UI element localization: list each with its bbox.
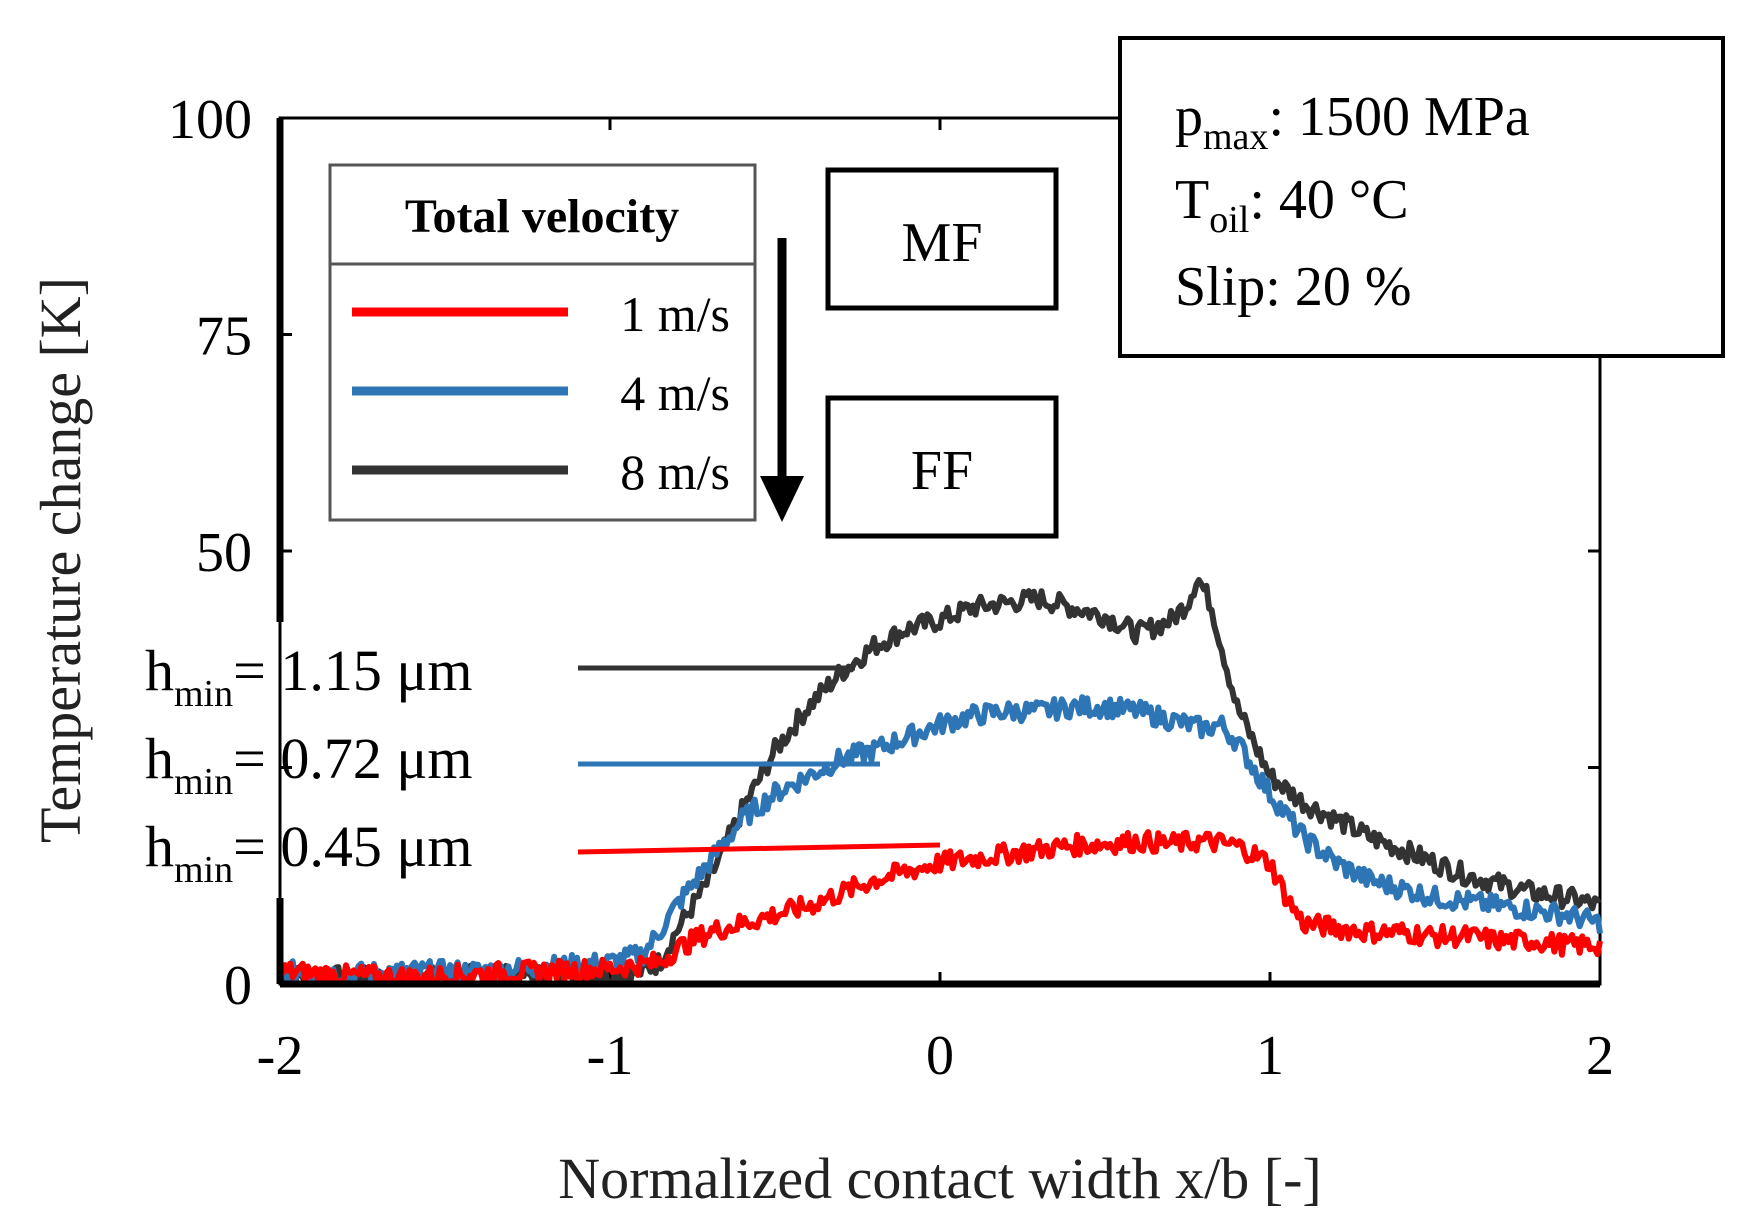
x-tick-label: 1 (1256, 1025, 1284, 1087)
hmin-sub: min (174, 849, 233, 891)
x-axis-title: Normalized contact width x/b [-] (558, 1146, 1321, 1211)
legend-label-4ms: 4 m/s (620, 365, 730, 421)
x-tick-label: 0 (926, 1025, 954, 1087)
legend: Total velocity 1 m/s 4 m/s 8 m/s (328, 163, 757, 522)
conditions-box: pmax: 1500 MPa Toil: 40 °C Slip: 20 % (1118, 36, 1725, 358)
hmin-h: h (145, 638, 174, 703)
legend-box (328, 163, 757, 522)
toil-line: Toil: 40 °C (1175, 169, 1409, 241)
y-tick-label: 50 (196, 522, 252, 584)
y-tick-label: 0 (224, 955, 252, 1017)
y-axis-ticks: 0 50 75 100 (168, 89, 1600, 1017)
legend-label-8ms: 8 m/s (620, 444, 730, 500)
y-tick-label: 75 (196, 306, 252, 368)
slip-line: Slip: 20 % (1175, 256, 1411, 318)
series-line-1ms (277, 829, 1603, 987)
mf-label: MF (902, 212, 983, 274)
conditions-frame (1118, 36, 1725, 358)
ff-box (825, 395, 1059, 539)
hmin-annotations: hmin= 1.15 μm hmin= 0.72 μm hmin= 0.45 μ… (145, 638, 941, 891)
legend-label-1ms: 1 m/s (620, 286, 730, 342)
hmin-value: = 1.15 μm (233, 638, 472, 703)
series-layer (277, 577, 1603, 987)
x-tick-label: -2 (257, 1025, 304, 1087)
hmin-sub: min (174, 673, 233, 715)
pmax-line: pmax: 1500 MPa (1175, 86, 1530, 158)
ff-label: FF (911, 440, 973, 502)
toil-value: : 40 °C (1249, 169, 1408, 231)
hmin-label-8ms: hmin= 1.15 μm (145, 638, 473, 715)
hmin-h: h (145, 814, 174, 879)
hmin-value: = 0.45 μm (233, 814, 472, 879)
hmin-value: = 0.72 μm (233, 726, 472, 791)
hmin-sub: min (174, 761, 233, 803)
hmin-h: h (145, 726, 174, 791)
hmin-label-1ms: hmin= 0.45 μm (145, 814, 473, 891)
y-axis-title: Temperature change [K] (28, 277, 93, 843)
transition-arrow-head (760, 476, 804, 522)
x-tick-label: 2 (1586, 1025, 1614, 1087)
pmax-symbol: p (1175, 86, 1203, 148)
legend-title: Total velocity (405, 190, 679, 243)
pmax-value: : 1500 MPa (1268, 86, 1529, 148)
toil-subscript: oil (1209, 199, 1249, 241)
y-tick-label: 100 (168, 89, 252, 151)
mf-box (825, 167, 1059, 311)
pmax-subscript: max (1203, 116, 1268, 158)
series-line-4ms (278, 694, 1603, 986)
hmin-leader-1ms (577, 842, 941, 855)
toil-symbol: T (1175, 169, 1209, 231)
x-tick-label: -1 (587, 1025, 634, 1087)
hmin-label-4ms: hmin= 0.72 μm (145, 726, 473, 803)
